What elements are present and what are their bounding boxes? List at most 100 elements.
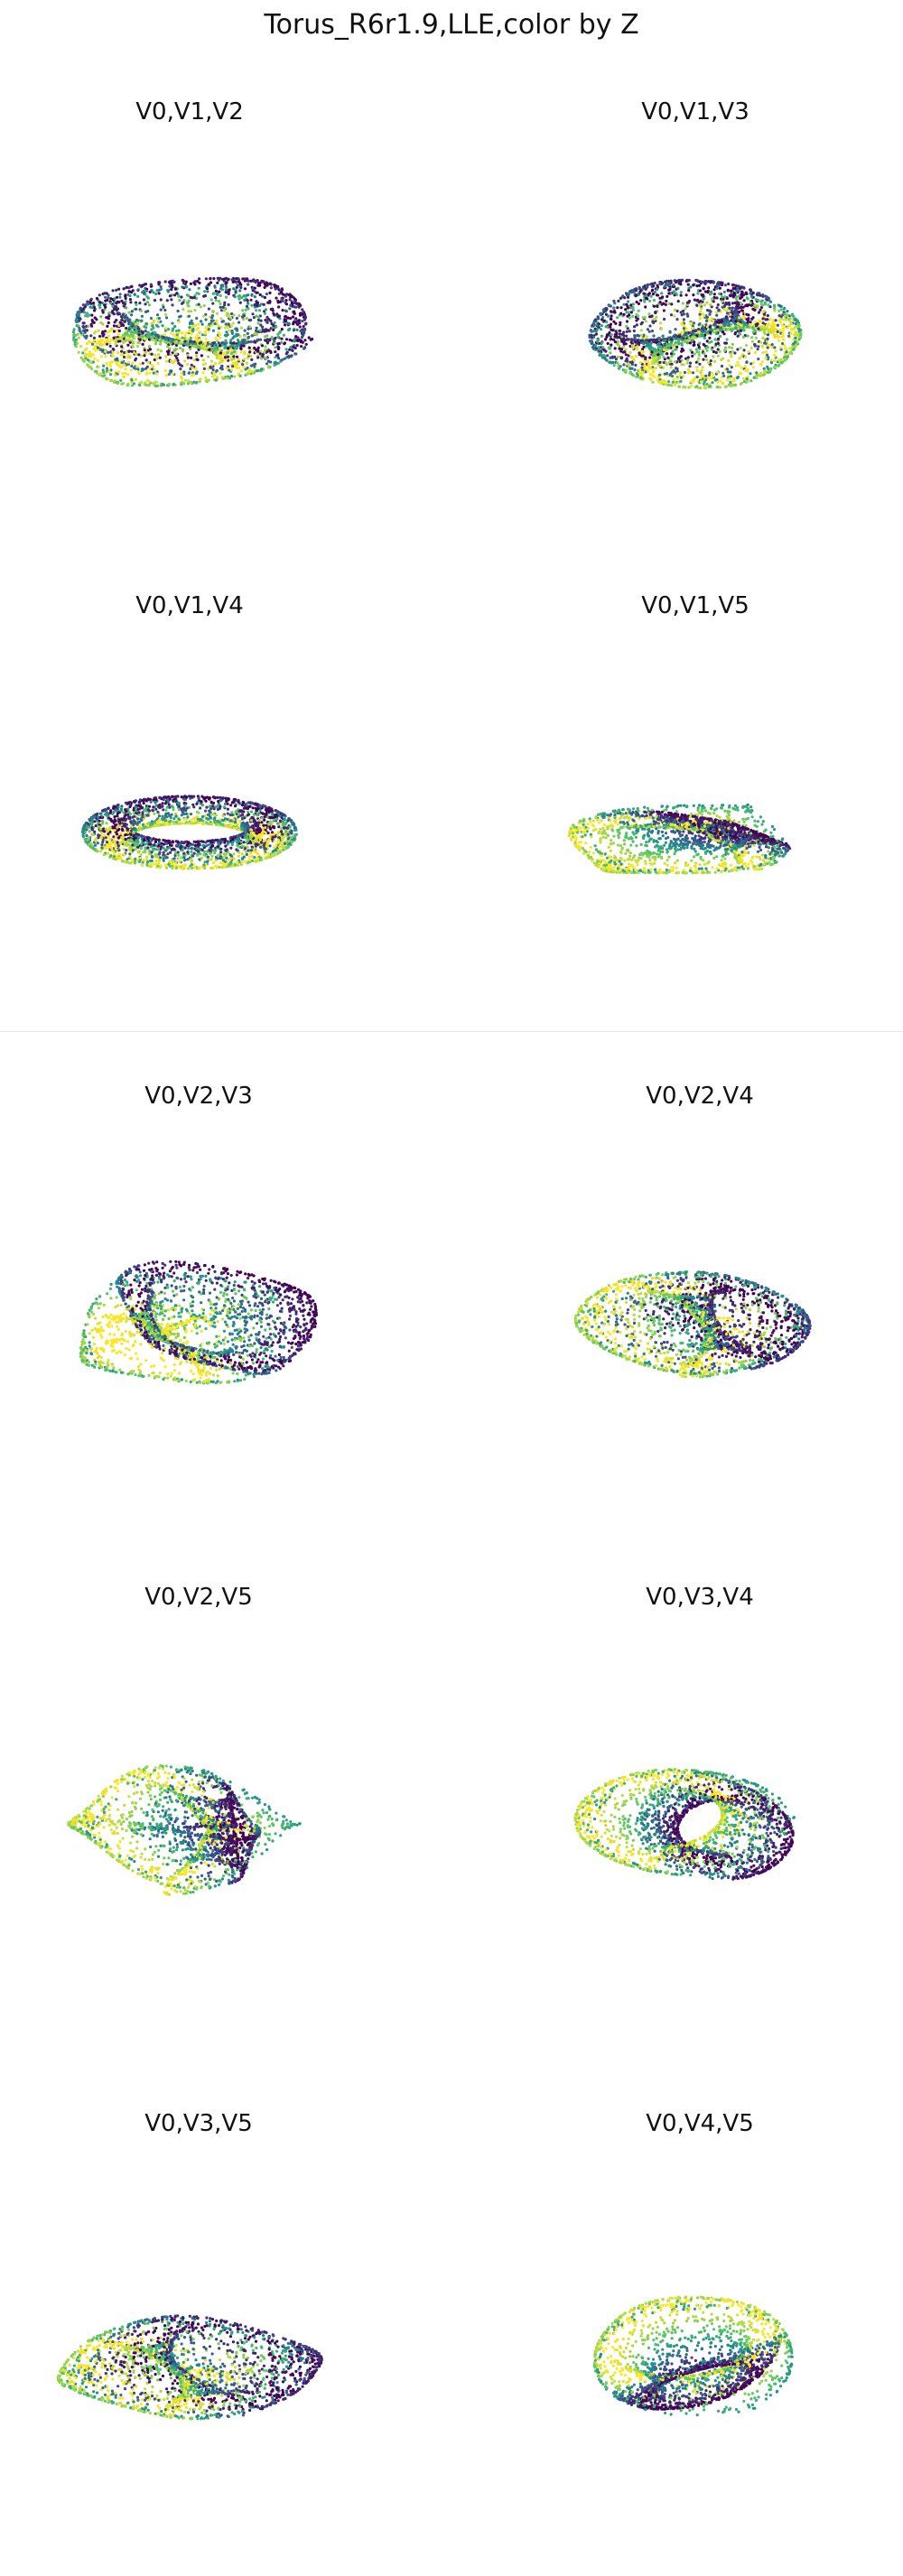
scatter-point (181, 339, 184, 343)
scatter-point (233, 375, 237, 378)
scatter-point (311, 337, 314, 341)
scatter-point (668, 288, 672, 292)
scatter-point (629, 311, 633, 314)
scatter-point (237, 372, 241, 376)
scatter-point (720, 295, 724, 299)
scatter-point (268, 300, 272, 304)
scatter-point (207, 283, 210, 286)
scatter-point (699, 310, 703, 313)
scatter-point (284, 299, 288, 302)
scatter-point (189, 348, 192, 351)
scatter-point (695, 303, 699, 307)
scatter-point (650, 282, 654, 285)
scatter-point (180, 371, 183, 375)
scatter-point (623, 350, 627, 354)
scatter-point (245, 304, 249, 308)
scatter-point (628, 367, 632, 370)
scatter-point (594, 344, 598, 348)
scatter-point (669, 279, 673, 283)
scatter-point (103, 330, 107, 333)
scatter-plot (71, 276, 314, 388)
scatter-point (272, 819, 275, 823)
scatter-point (255, 291, 258, 294)
scatter-point (128, 335, 132, 339)
scatter-point (765, 349, 768, 354)
scatter-point (691, 371, 695, 375)
scatter-point (710, 339, 713, 344)
scatter-point (239, 340, 243, 345)
scatter-point (759, 305, 763, 310)
scatter-point (773, 353, 777, 357)
scatter-point (157, 316, 161, 321)
scatter-point (785, 318, 788, 321)
scatter-point (230, 368, 234, 372)
scatter-point (228, 355, 232, 358)
scatter-point (118, 312, 122, 316)
scatter-point (88, 339, 91, 343)
scatter-point (734, 295, 738, 299)
scatter-point (97, 366, 100, 369)
scatter-point (118, 293, 122, 296)
scatter-point (161, 814, 164, 818)
scatter-point (191, 329, 195, 332)
scatter-point (777, 358, 781, 362)
scatter-point (705, 349, 709, 352)
scatter-point (197, 292, 200, 295)
scatter-point (263, 295, 266, 300)
scatter-point (681, 302, 684, 305)
scatter-point (617, 364, 620, 367)
scatter-point (154, 323, 159, 327)
scatter-point (694, 360, 698, 364)
scatter-point (156, 361, 160, 366)
scatter-point (635, 300, 638, 304)
scatter-point (708, 293, 712, 296)
scatter-point (759, 371, 763, 375)
scatter-point (780, 361, 784, 365)
scatter-point (126, 333, 130, 338)
scatter-point (639, 376, 643, 379)
scatter-point (148, 380, 152, 384)
scatter-point (692, 284, 695, 287)
scatter-point (610, 317, 613, 321)
scatter-point (243, 339, 247, 342)
scatter-point (166, 328, 170, 331)
scatter-point (286, 316, 290, 320)
scatter-point (787, 314, 791, 318)
scatter-point (101, 368, 105, 372)
scatter-point (163, 308, 167, 312)
scatter-point (655, 315, 658, 319)
scatter-point (639, 322, 643, 326)
scatter-point (301, 320, 304, 323)
scatter-point (670, 340, 674, 344)
scatter-point (742, 380, 746, 384)
scatter-point (204, 337, 208, 340)
scatter-point (731, 349, 734, 353)
scatter-point (129, 355, 133, 358)
scatter-point (159, 320, 163, 323)
scatter-point (637, 302, 640, 305)
scatter-point (110, 328, 114, 331)
scatter-point (300, 336, 303, 339)
scatter-point (196, 280, 200, 284)
scatter-point (643, 366, 647, 369)
scatter-point (673, 383, 677, 386)
scatter-point (607, 346, 610, 349)
scatter-point (299, 340, 303, 344)
scatter-point (178, 337, 182, 340)
scatter-point (168, 280, 172, 284)
scatter-point (149, 336, 153, 339)
scatter-point (214, 289, 218, 293)
scatter-point (299, 303, 303, 307)
scatter-point (787, 323, 791, 328)
scatter-point (152, 321, 155, 324)
scatter-point (189, 336, 192, 340)
scatter-point (218, 865, 221, 869)
scatter-point (712, 293, 716, 296)
scatter-point (274, 356, 277, 359)
scatter-point (179, 346, 182, 350)
scatter-point (661, 366, 666, 369)
scatter-point (740, 381, 744, 386)
scatter-point (774, 319, 777, 322)
scatter-point (647, 359, 650, 364)
scatter-point (763, 341, 767, 345)
